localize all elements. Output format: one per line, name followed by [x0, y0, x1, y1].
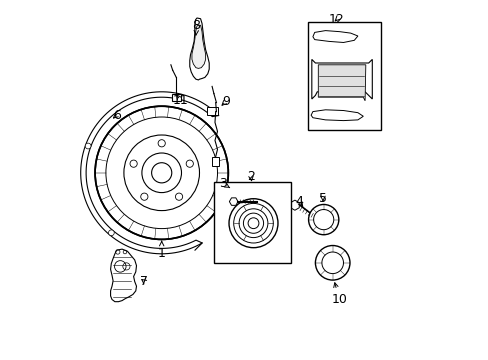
Text: 8: 8 [192, 19, 200, 35]
Text: 3: 3 [219, 177, 229, 190]
Bar [212, 157, 219, 166]
Circle shape [130, 160, 137, 167]
Polygon shape [189, 18, 209, 80]
Text: 2: 2 [246, 170, 254, 183]
Bar [213, 182, 291, 263]
Polygon shape [312, 31, 357, 42]
Circle shape [228, 199, 277, 248]
Text: 7: 7 [140, 275, 148, 288]
Circle shape [141, 193, 148, 200]
Text: 9: 9 [222, 95, 229, 108]
Circle shape [95, 106, 228, 239]
Polygon shape [310, 110, 363, 121]
Text: 5: 5 [318, 192, 326, 204]
Circle shape [108, 230, 114, 236]
Circle shape [158, 140, 165, 147]
Bar [171, 94, 181, 101]
Circle shape [315, 246, 349, 280]
Circle shape [175, 193, 183, 200]
Circle shape [123, 135, 199, 211]
Text: 12: 12 [328, 13, 344, 26]
Text: 10: 10 [330, 283, 346, 306]
Polygon shape [81, 92, 219, 254]
Polygon shape [192, 25, 205, 68]
Polygon shape [290, 200, 299, 210]
Text: 4: 4 [295, 195, 303, 208]
Text: 6: 6 [113, 109, 121, 122]
Bar [207, 107, 218, 115]
Text: 1: 1 [158, 241, 165, 260]
Text: 11: 11 [172, 94, 188, 107]
Polygon shape [110, 249, 136, 302]
Circle shape [85, 143, 91, 149]
Polygon shape [318, 65, 365, 101]
Circle shape [308, 204, 338, 235]
Bar [307, 22, 381, 130]
Circle shape [186, 160, 193, 167]
Polygon shape [311, 59, 371, 99]
Polygon shape [229, 198, 238, 205]
